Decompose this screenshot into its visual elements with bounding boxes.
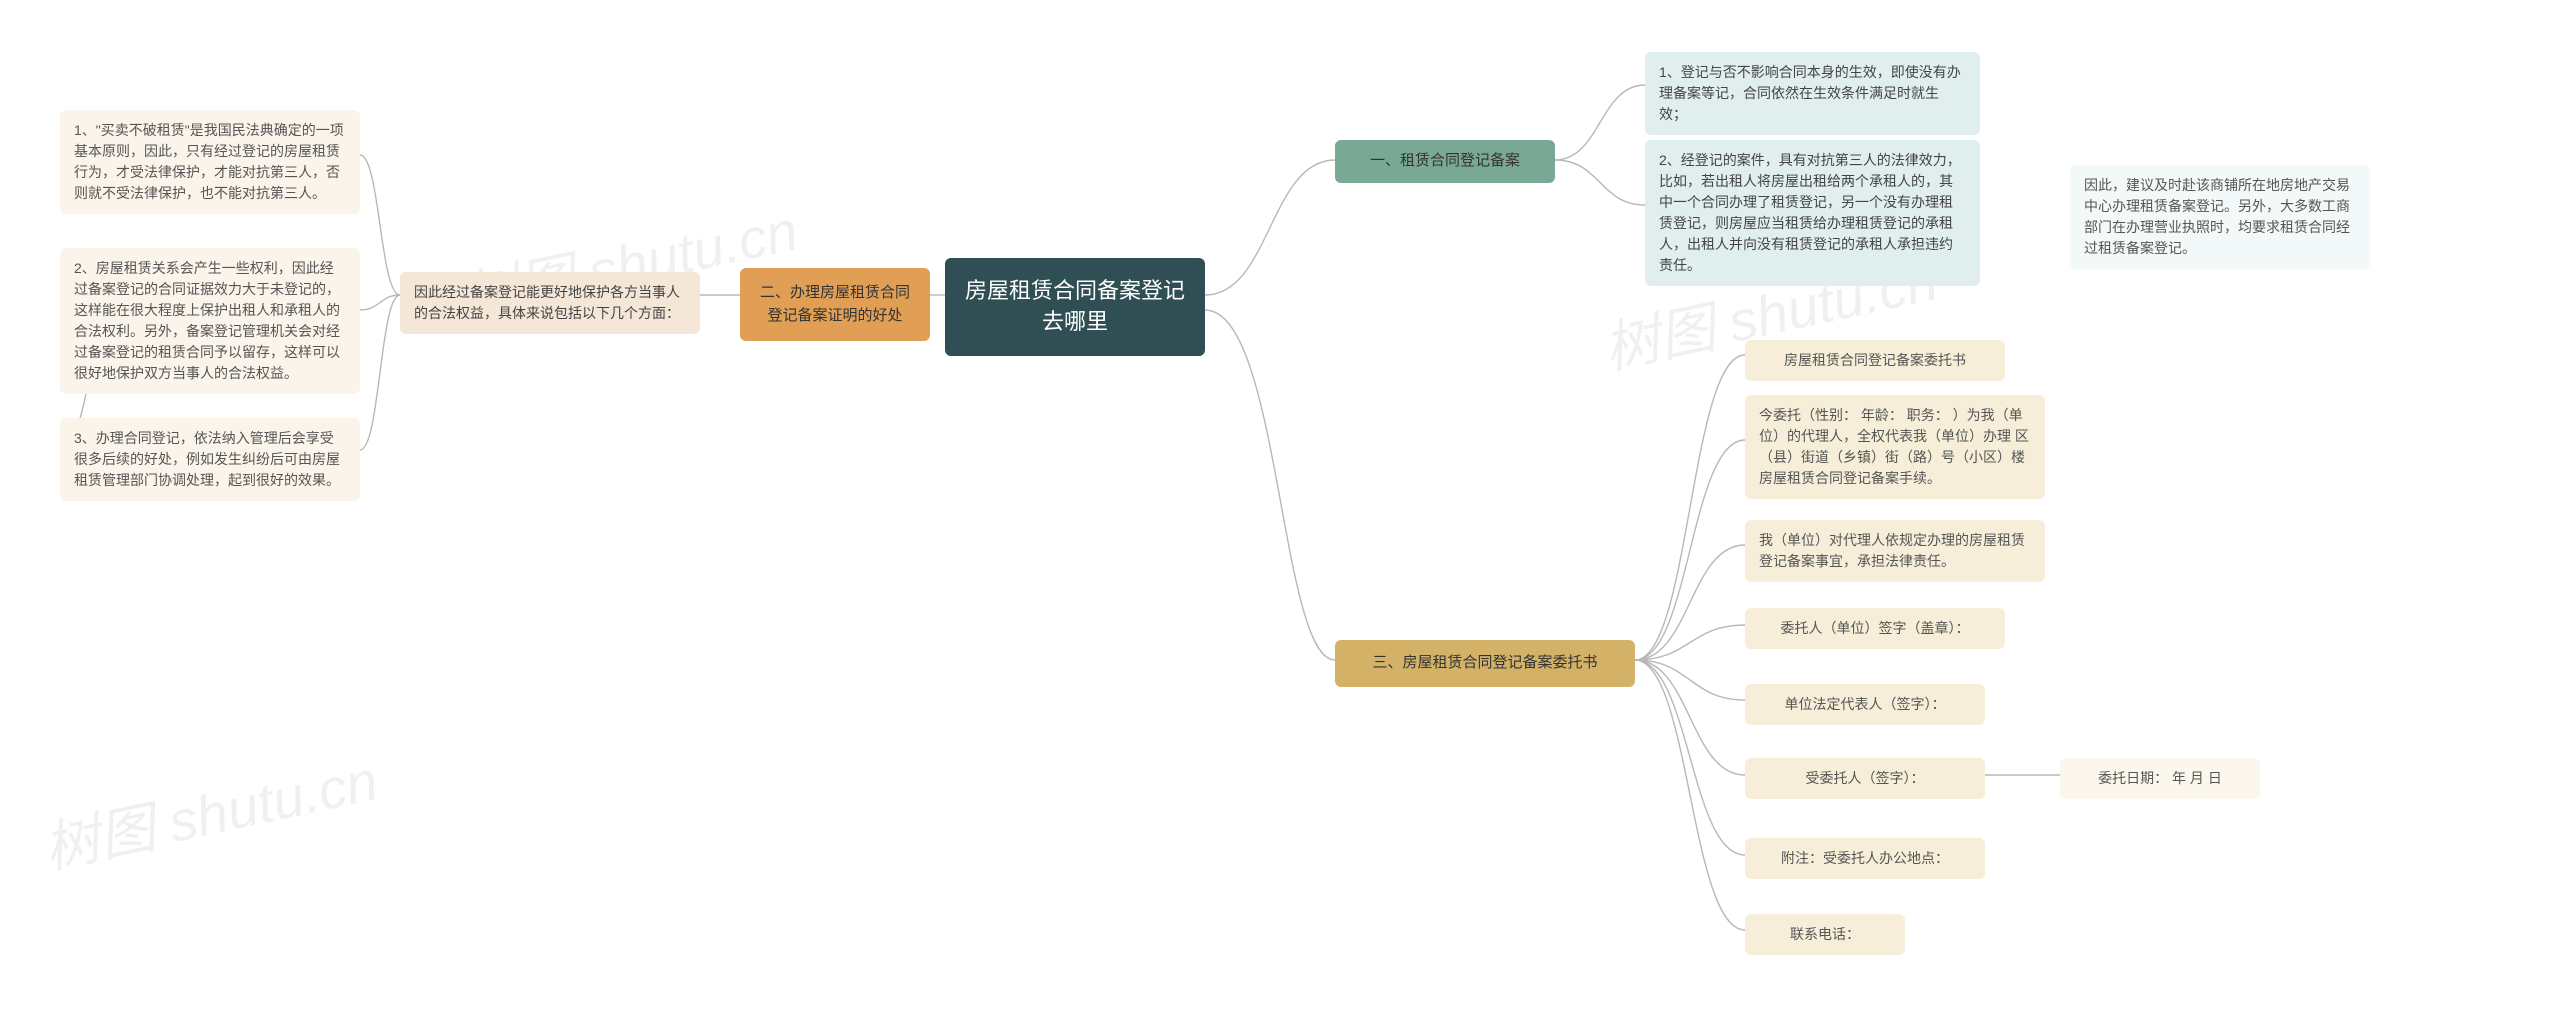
- branch-3-item-4[interactable]: 委托人（单位）签字（盖章）：: [1745, 608, 2005, 649]
- branch-2-intro[interactable]: 因此经过备案登记能更好地保护各方当事人的合法权益，具体来说包括以下几个方面：: [400, 272, 700, 334]
- branch-1[interactable]: 一、租赁合同登记备案: [1335, 140, 1555, 183]
- branch-3-item-8[interactable]: 联系电话：: [1745, 914, 1905, 955]
- branch-3[interactable]: 三、房屋租赁合同登记备案委托书: [1335, 640, 1635, 687]
- branch-1-item-2-leaf[interactable]: 因此，建议及时赴该商铺所在地房地产交易中心办理租赁备案登记。另外，大多数工商部门…: [2070, 165, 2370, 269]
- branch-1-item-1[interactable]: 1、登记与否不影响合同本身的生效，即使没有办理备案等记，合同依然在生效条件满足时…: [1645, 52, 1980, 135]
- branch-2-item-1[interactable]: 1、"买卖不破租赁"是我国民法典确定的一项基本原则，因此，只有经过登记的房屋租赁…: [60, 110, 360, 214]
- branch-3-item-3[interactable]: 我（单位）对代理人依规定办理的房屋租赁登记备案事宜，承担法律责任。: [1745, 520, 2045, 582]
- branch-1-item-2[interactable]: 2、经登记的案件，具有对抗第三人的法律效力，比如，若出租人将房屋出租给两个承租人…: [1645, 140, 1980, 286]
- branch-3-item-6[interactable]: 受委托人（签字）：: [1745, 758, 1985, 799]
- watermark-2: 树图 shutu.cn: [35, 736, 384, 886]
- branch-3-item-6-leaf[interactable]: 委托日期： 年 月 日: [2060, 758, 2260, 799]
- branch-3-item-1[interactable]: 房屋租赁合同登记备案委托书: [1745, 340, 2005, 381]
- connectors-svg: [0, 0, 2560, 1032]
- branch-2[interactable]: 二、办理房屋租赁合同登记备案证明的好处: [740, 268, 930, 341]
- branch-3-item-2[interactable]: 今委托（性别： 年龄： 职务： ）为我（单位）的代理人，全权代表我（单位）办理 …: [1745, 395, 2045, 499]
- branch-2-item-2[interactable]: 2、房屋租赁关系会产生一些权利，因此经过备案登记的合同证据效力大于未登记的，这样…: [60, 248, 360, 394]
- branch-3-item-5[interactable]: 单位法定代表人（签字）：: [1745, 684, 1985, 725]
- branch-2-item-3[interactable]: 3、办理合同登记，依法纳入管理后会享受很多后续的好处，例如发生纠纷后可由房屋租赁…: [60, 418, 360, 501]
- branch-3-item-7[interactable]: 附注：受委托人办公地点：: [1745, 838, 1985, 879]
- root-node[interactable]: 房屋租赁合同备案登记去哪里: [945, 258, 1205, 356]
